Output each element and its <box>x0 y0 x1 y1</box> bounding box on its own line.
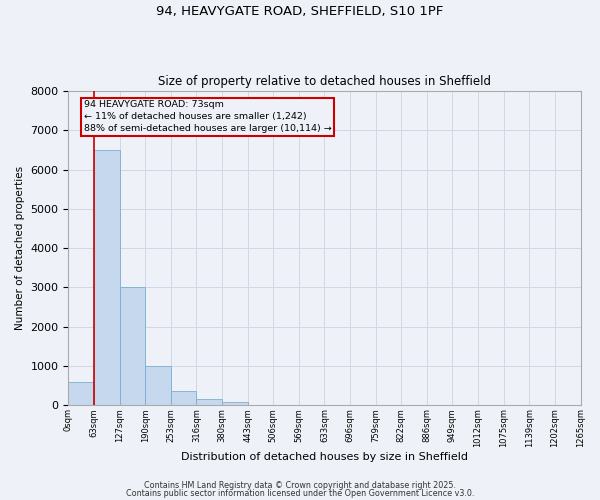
Text: Contains HM Land Registry data © Crown copyright and database right 2025.: Contains HM Land Registry data © Crown c… <box>144 481 456 490</box>
Bar <box>119 288 145 405</box>
Bar <box>171 390 196 405</box>
Bar <box>68 382 94 405</box>
Title: Size of property relative to detached houses in Sheffield: Size of property relative to detached ho… <box>158 76 491 88</box>
Bar <box>222 402 248 405</box>
Bar <box>196 400 222 405</box>
Text: 94, HEAVYGATE ROAD, SHEFFIELD, S10 1PF: 94, HEAVYGATE ROAD, SHEFFIELD, S10 1PF <box>157 5 443 18</box>
Text: 94 HEAVYGATE ROAD: 73sqm
← 11% of detached houses are smaller (1,242)
88% of sem: 94 HEAVYGATE ROAD: 73sqm ← 11% of detach… <box>84 100 332 133</box>
X-axis label: Distribution of detached houses by size in Sheffield: Distribution of detached houses by size … <box>181 452 468 462</box>
Bar <box>145 366 171 405</box>
Bar <box>94 150 119 405</box>
Y-axis label: Number of detached properties: Number of detached properties <box>15 166 25 330</box>
Text: Contains public sector information licensed under the Open Government Licence v3: Contains public sector information licen… <box>126 488 474 498</box>
